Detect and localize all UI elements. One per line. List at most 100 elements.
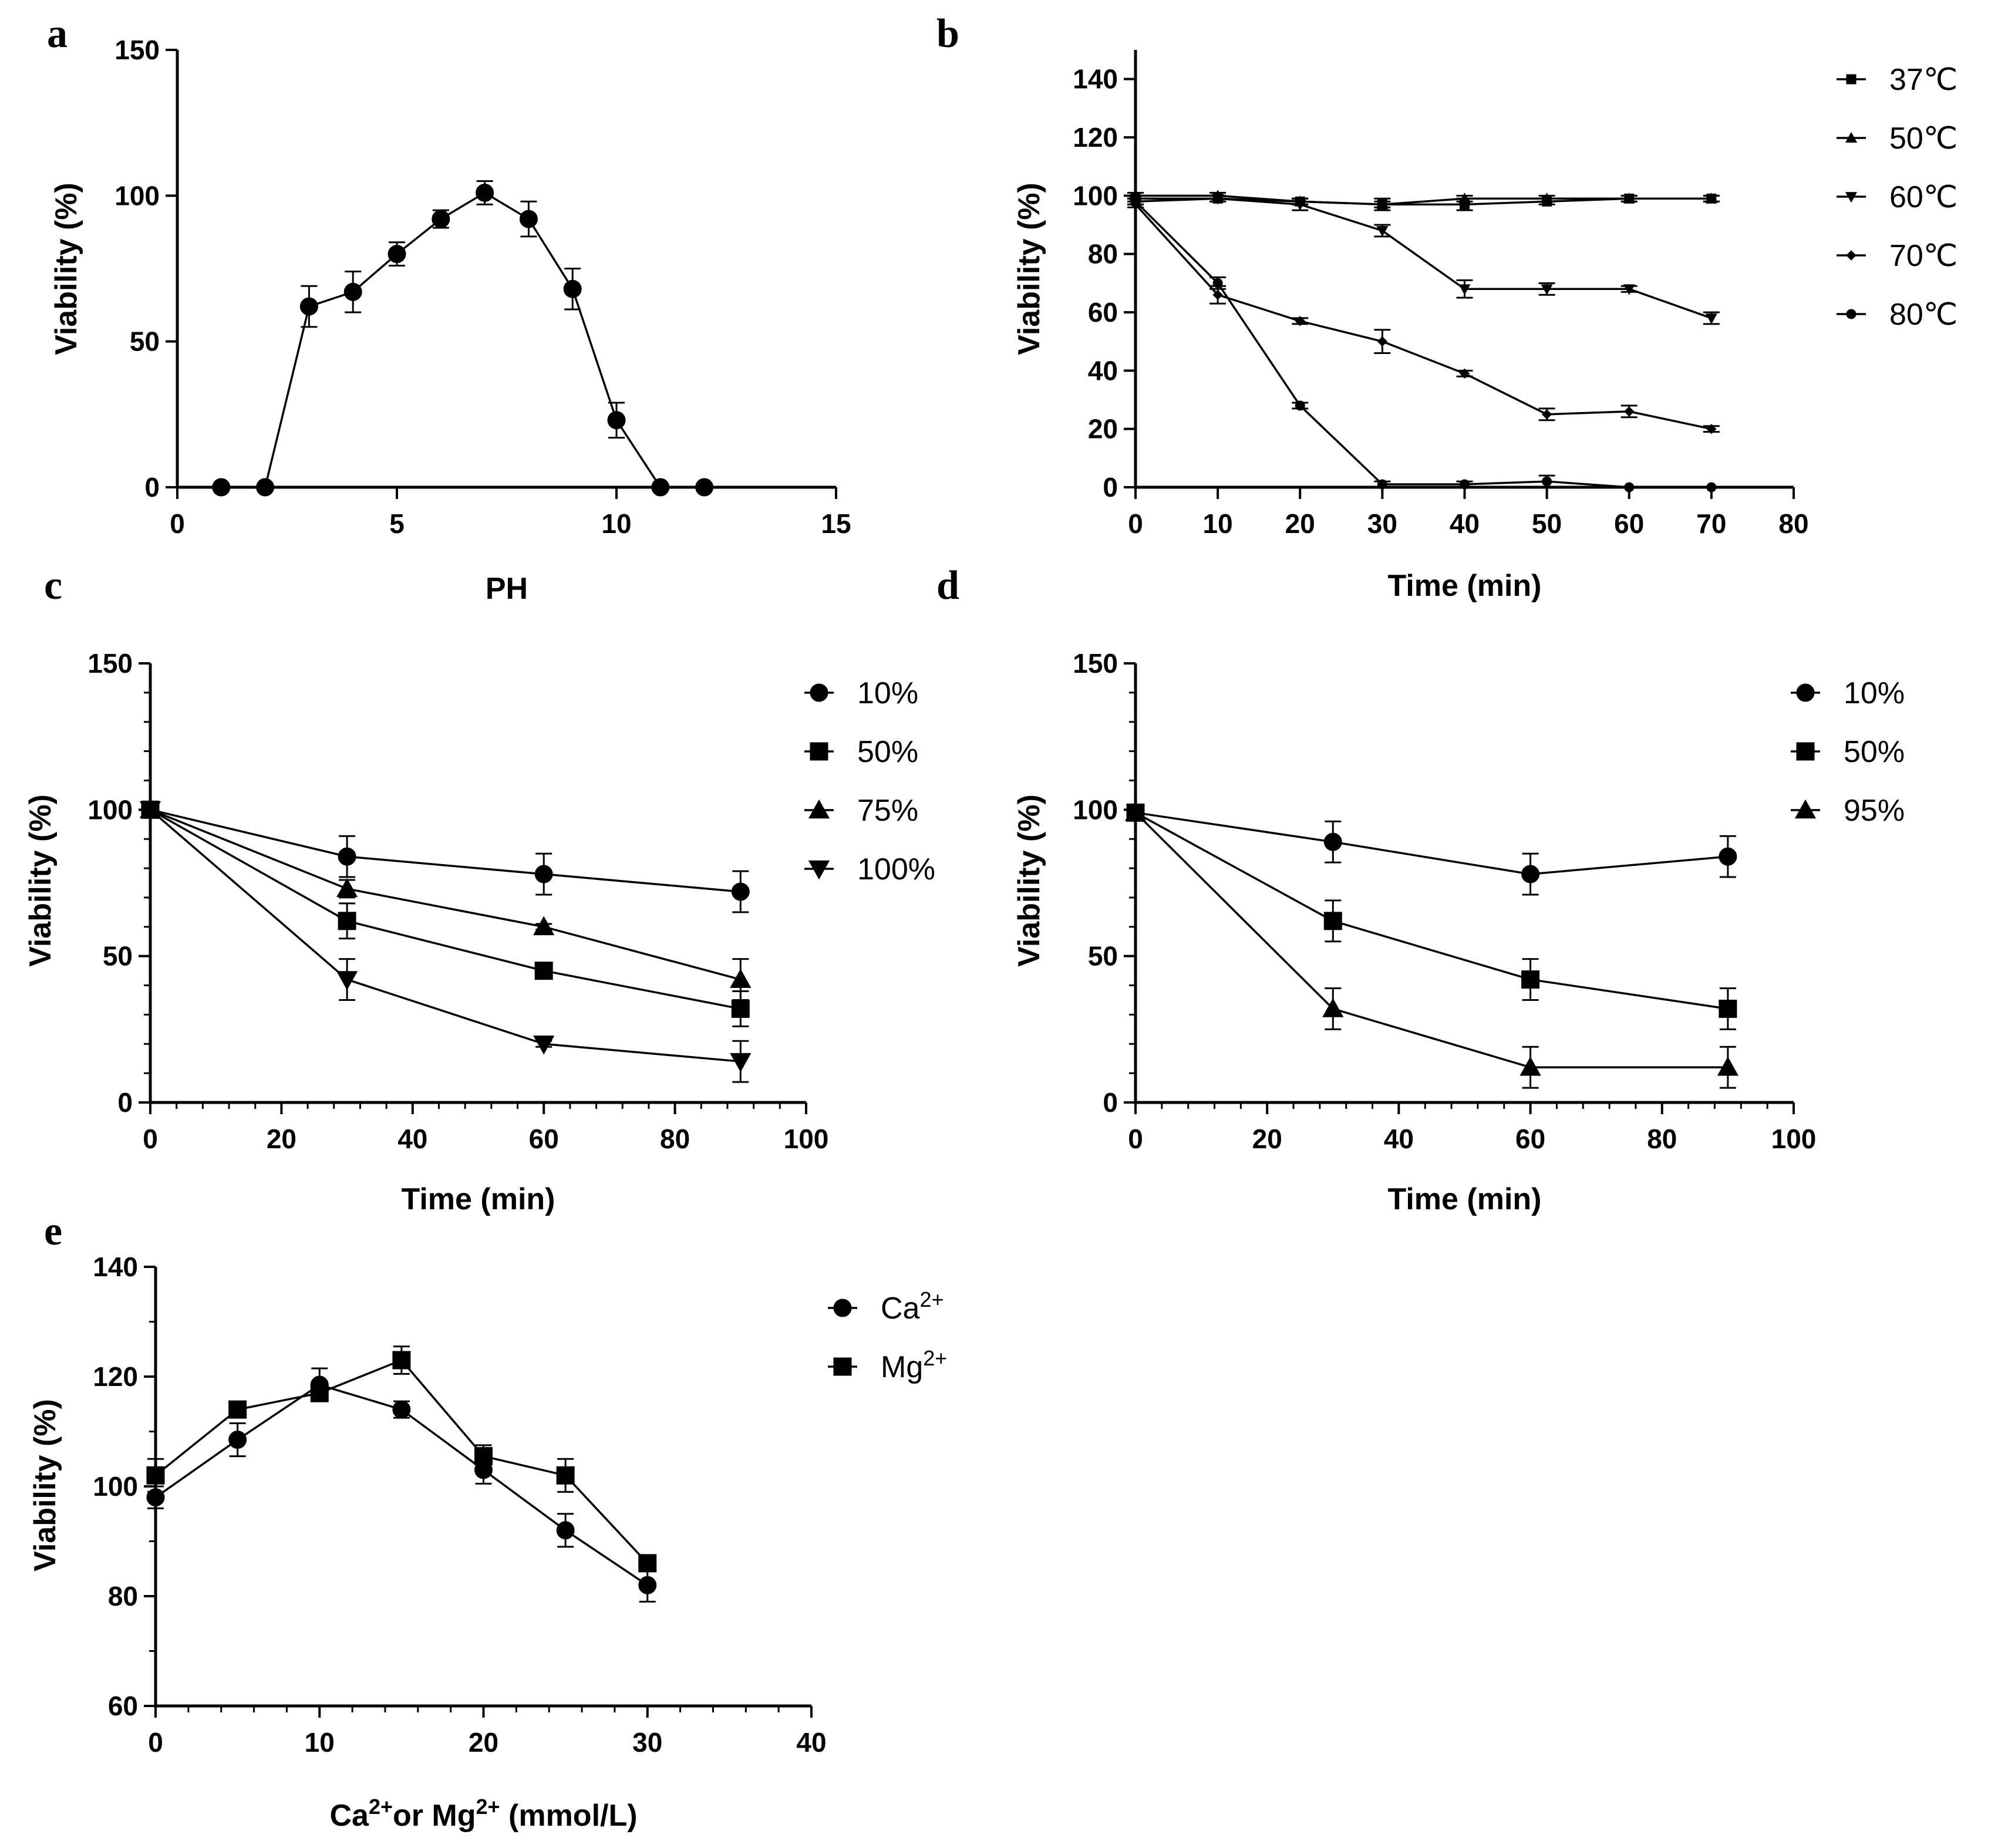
data-point <box>146 1466 165 1485</box>
data-point <box>1623 193 1635 204</box>
data-point <box>1212 194 1224 205</box>
legend-marker <box>833 1357 852 1376</box>
x-tick-label: 20 <box>469 1727 498 1758</box>
x-tick-label: 10 <box>1203 508 1233 539</box>
y-tick-label: 140 <box>1073 64 1118 95</box>
data-point <box>1130 196 1141 207</box>
legend-label: 10% <box>857 676 918 710</box>
legend-label-sup: 2+ <box>923 1346 947 1370</box>
x-tick-label: 10 <box>305 1727 335 1758</box>
x-tick-label: 30 <box>1367 508 1397 539</box>
y-tick-label: 0 <box>144 472 160 503</box>
x-tick-label: 40 <box>1384 1124 1414 1154</box>
x-tick-label: 40 <box>1450 508 1480 539</box>
y-tick-label: 0 <box>117 1087 133 1118</box>
series-line <box>1134 812 1728 1068</box>
x-axis-label: Ca2+or Mg2+ (mmol/L) <box>329 1795 637 1833</box>
data-point <box>556 1466 575 1485</box>
y-tick-label: 50 <box>130 326 160 357</box>
y-tick-label: 20 <box>1088 414 1118 444</box>
x-tick-label: 100 <box>784 1124 829 1154</box>
data-point <box>1376 226 1389 237</box>
x-tick-label: 60 <box>1614 508 1644 539</box>
data-point <box>1541 284 1553 295</box>
x-tick-label: 0 <box>170 508 185 539</box>
data-point <box>1377 479 1387 490</box>
data-point <box>343 282 362 301</box>
data-point <box>1376 198 1389 210</box>
data-point <box>392 1351 411 1370</box>
data-point <box>1377 336 1388 347</box>
x-tick-label: 70 <box>1696 508 1726 539</box>
legend-label: 10% <box>1844 676 1905 710</box>
x-axis-label-sup: 2+ <box>369 1795 393 1819</box>
legend-marker <box>808 860 830 880</box>
x-tick-label: 5 <box>389 508 405 539</box>
data-point <box>1322 998 1344 1017</box>
series-line <box>150 808 741 1010</box>
y-tick-label: 100 <box>93 1471 138 1502</box>
chart-panel-c: 0 50 100 150 0 20 40 60 80 100 Viability (%) Time (… <box>23 648 935 1216</box>
legend-label: 37℃ <box>1889 63 1957 97</box>
y-tick-label: 80 <box>108 1581 138 1611</box>
x-tick-label: 60 <box>529 1124 559 1154</box>
data-point <box>388 245 406 264</box>
series-line <box>1136 194 1711 205</box>
x-axis-label: Time (min) <box>402 1182 555 1216</box>
panel-letter-d: d <box>936 563 959 608</box>
data-point <box>1295 400 1305 411</box>
data-point <box>556 1521 575 1540</box>
data-point <box>1717 1056 1738 1076</box>
x-axis-label-sup: 2+ <box>476 1795 500 1819</box>
chart-panel-a: 0 50 100 150 0 5 10 15 Viability (%) PH <box>49 35 851 606</box>
data-point <box>476 183 494 202</box>
y-axis-label: Viability (%) <box>28 1399 62 1572</box>
legend: 37℃ 50℃ 60℃ 70℃ 80℃ <box>1837 63 1957 332</box>
legend-marker <box>810 683 828 702</box>
y-tick-label: 80 <box>1088 239 1118 269</box>
x-tick-label: 20 <box>1285 508 1315 539</box>
series-75 <box>139 799 752 1001</box>
data-point <box>534 865 553 883</box>
data-point <box>338 847 356 866</box>
data-point <box>1459 368 1470 379</box>
data-point <box>336 971 358 990</box>
x-tick-label: 80 <box>1778 508 1808 539</box>
data-point <box>1519 1056 1541 1076</box>
chart-panel-b: 0 20 40 60 80 100 120 140 0 10 20 30 40 50 60 70 80 Viabi… <box>1012 50 1957 603</box>
legend-marker <box>1845 192 1858 203</box>
series-100 <box>139 801 752 1083</box>
legend-marker <box>808 799 830 819</box>
data-point <box>1458 284 1471 295</box>
data-point <box>139 801 161 821</box>
legend: 10% 50% 95% <box>1791 676 1905 828</box>
panel-letter-e: e <box>44 1209 62 1254</box>
data-point <box>1623 284 1635 295</box>
y-tick-label: 100 <box>114 180 160 211</box>
y-axis-label: Viability (%) <box>49 183 83 355</box>
data-point <box>228 1400 247 1419</box>
series-viability <box>212 180 714 497</box>
data-point <box>1212 278 1223 288</box>
legend-label: 75% <box>857 794 918 828</box>
x-axis-label: Time (min) <box>1388 569 1542 603</box>
legend-label: 80℃ <box>1889 298 1957 332</box>
data-point <box>638 1576 657 1594</box>
data-point <box>1624 482 1635 493</box>
legend-marker <box>1846 309 1857 319</box>
data-point <box>336 878 358 898</box>
series-line <box>221 191 705 488</box>
x-axis-label-part: (mmol/L) <box>500 1799 638 1833</box>
data-point <box>212 478 231 497</box>
chart-panel-d: 0 50 100 150 0 20 40 60 80 100 Viability (%) Time (… <box>1012 648 1905 1216</box>
data-point <box>731 882 750 901</box>
legend-label: 95% <box>1844 794 1905 828</box>
data-point <box>1719 999 1737 1018</box>
x-tick-label: 80 <box>660 1124 690 1154</box>
x-axis-label-part: Ca <box>329 1799 369 1833</box>
data-point <box>1460 479 1470 490</box>
y-tick-label: 50 <box>1088 941 1118 972</box>
data-point <box>1705 193 1717 204</box>
